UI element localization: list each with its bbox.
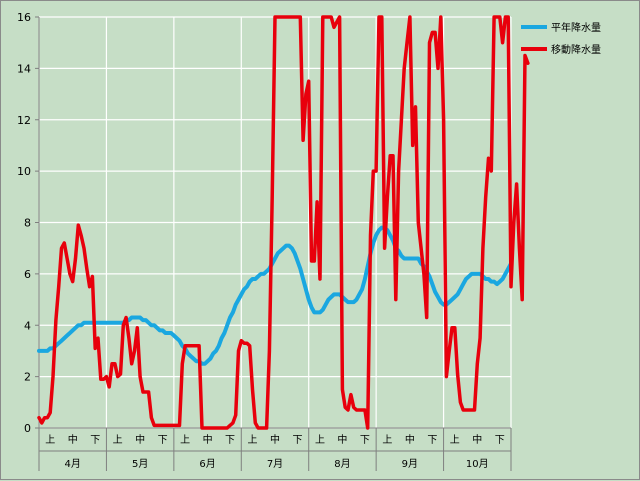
dekad-label: 下 — [495, 435, 505, 446]
dekad-label: 中 — [270, 433, 280, 446]
y-tick-label: 14 — [17, 62, 31, 75]
dekad-label: 上 — [248, 434, 258, 446]
y-tick-label: 8 — [24, 217, 31, 230]
dekad-label: 下 — [225, 435, 235, 446]
month-label: 9月 — [402, 458, 418, 470]
dekad-label: 上 — [180, 434, 190, 446]
dekad-label: 上 — [382, 434, 392, 446]
dekad-label: 下 — [360, 435, 370, 446]
dekad-label: 中 — [472, 433, 482, 446]
dekad-label: 中 — [203, 433, 213, 446]
month-label: 5月 — [132, 458, 148, 470]
legend-label: 平年降水量 — [551, 21, 601, 34]
month-label: 4月 — [65, 458, 81, 470]
dekad-label: 上 — [45, 434, 55, 446]
dekad-label: 下 — [427, 435, 437, 446]
y-tick-label: 2 — [24, 371, 31, 384]
y-tick-label: 6 — [24, 268, 31, 281]
dekad-label: 上 — [450, 434, 460, 446]
month-label: 6月 — [199, 458, 215, 470]
legend-label: 移動降水量 — [551, 43, 601, 56]
axes — [35, 16, 512, 471]
dekad-label: 下 — [292, 435, 302, 446]
dekad-label: 上 — [113, 434, 123, 446]
dekad-label: 下 — [158, 435, 168, 446]
y-tick-label: 12 — [17, 114, 31, 127]
y-tick-label: 0 — [24, 422, 31, 435]
y-tick-label: 10 — [17, 165, 31, 178]
y-tick-label: 4 — [24, 319, 31, 332]
y-tick-labels: 0 2 4 6 8 10 12 14 16 — [17, 11, 31, 435]
dekad-label: 中 — [135, 433, 145, 446]
series-line-1 — [37, 225, 513, 366]
dekad-label: 上 — [315, 434, 325, 446]
dekad-label: 中 — [337, 433, 347, 446]
dekad-label: 中 — [68, 433, 78, 446]
month-label: 10月 — [466, 458, 489, 470]
x-tick-labels: 上中下4月上中下5月上中下6月上中下7月上中下8月上中下9月上中下10月 — [45, 433, 505, 470]
month-label: 8月 — [334, 458, 350, 470]
series-line-2 — [37, 15, 530, 430]
dekad-label: 中 — [405, 433, 415, 446]
plot-lines — [37, 15, 530, 430]
month-label: 7月 — [267, 458, 283, 470]
y-tick-label: 16 — [17, 11, 31, 24]
dekad-label: 下 — [90, 435, 100, 446]
